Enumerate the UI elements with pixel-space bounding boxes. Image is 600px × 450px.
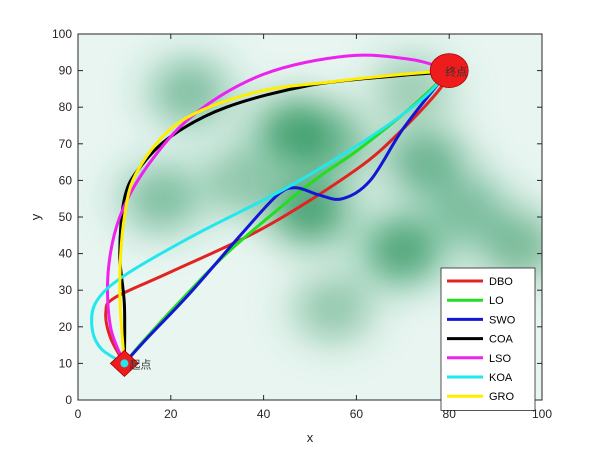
start-label: 起点: [129, 358, 151, 371]
y-tick-label: 0: [65, 393, 72, 407]
terrain-halo: [271, 256, 396, 361]
x-tick-label: 60: [350, 407, 364, 421]
start-point-dot: [120, 359, 129, 368]
terrain-halo: [127, 40, 252, 145]
series-line-gro: [118, 69, 451, 365]
watermark-text: 知乎 @IT猿手: [499, 420, 592, 438]
y-tick-label: 50: [59, 210, 73, 224]
legend-label-gro: GRO: [489, 391, 515, 403]
y-axis-ticks: 0 10 20 30 40 50 60 70 80 90 100: [52, 27, 542, 407]
series-line-swo: [122, 69, 451, 365]
legend-label-dbo: DBO: [489, 276, 513, 288]
y-axis-label: y: [28, 213, 43, 220]
legend-label-koa: KOA: [489, 372, 513, 384]
goal-marker: [429, 53, 469, 88]
x-tick-label: 40: [257, 407, 271, 421]
y-tick-label: 80: [59, 100, 73, 114]
y-tick-label: 70: [59, 137, 73, 151]
x-axis-label: x: [307, 430, 314, 445]
x-tick-label: 100: [532, 407, 552, 421]
markers-group: 起点 终点: [109, 53, 469, 377]
y-tick-label: 30: [59, 283, 73, 297]
y-tick-label: 20: [59, 320, 73, 334]
goal-label: 终点: [445, 65, 467, 79]
legend: DBO LO SWO COA LSO KOA GRO: [440, 267, 536, 411]
legend-label-lo: LO: [489, 295, 504, 307]
legend-label-lso: LSO: [489, 353, 511, 365]
y-tick-label: 100: [52, 27, 72, 41]
terrain-halo: [178, 128, 303, 233]
y-tick-label: 60: [59, 173, 73, 187]
series-line-lso: [105, 53, 451, 365]
terrain-halo: [350, 36, 475, 141]
paths-group: [90, 53, 451, 365]
legend-label-swo: SWO: [489, 314, 516, 326]
series-line-dbo: [104, 69, 451, 365]
x-tick-label: 20: [164, 407, 178, 421]
plot-area: 起点 终点: [77, 33, 543, 401]
legend-label-coa: COA: [489, 334, 514, 346]
y-tick-label: 90: [59, 64, 73, 78]
y-tick-label: 10: [59, 356, 73, 370]
x-tick-label: 0: [75, 407, 82, 421]
y-tick-label: 40: [59, 247, 73, 261]
series-line-koa: [90, 69, 451, 365]
terrain-map: [99, 36, 542, 361]
